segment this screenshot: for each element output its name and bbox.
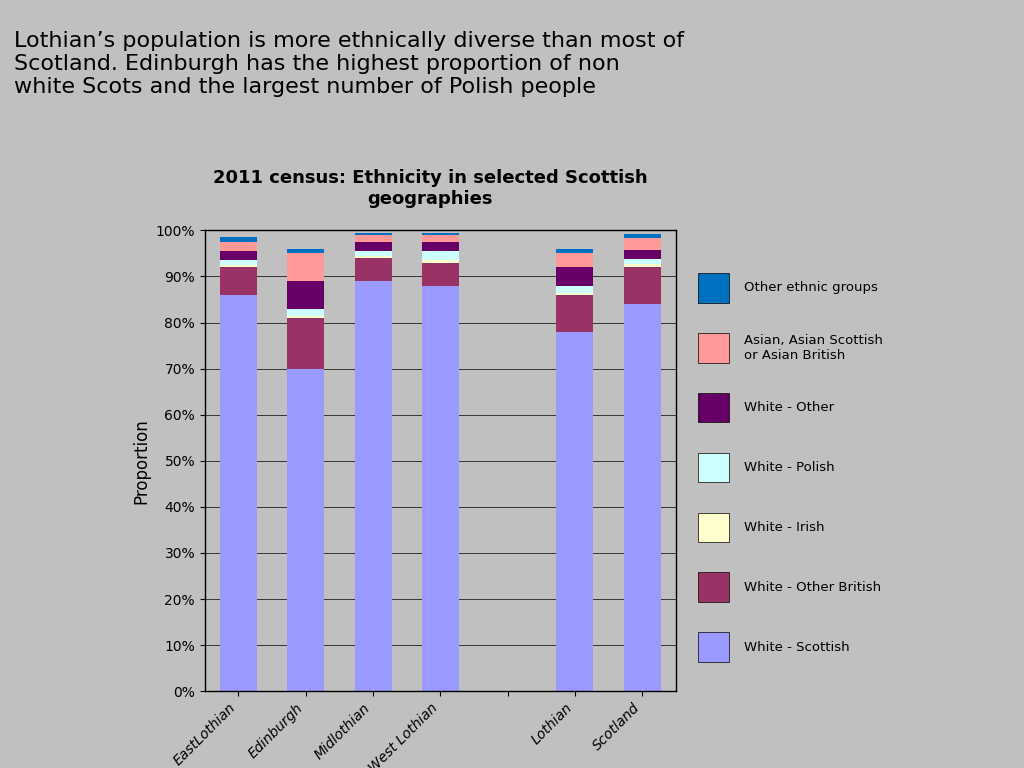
- Bar: [354, 235, 391, 242]
- Bar: [422, 235, 459, 242]
- Bar: [698, 453, 729, 482]
- Bar: [354, 256, 391, 258]
- Bar: [556, 293, 594, 295]
- Text: Asian, Asian Scottish
or Asian British: Asian, Asian Scottish or Asian British: [744, 334, 884, 362]
- Bar: [354, 242, 391, 251]
- Bar: [422, 286, 459, 691]
- Bar: [556, 295, 594, 332]
- Bar: [422, 263, 459, 286]
- Bar: [556, 286, 594, 293]
- Bar: [624, 259, 660, 263]
- Y-axis label: Proportion: Proportion: [132, 418, 151, 504]
- Text: Lothian’s population is more ethnically diverse than most of
Scotland. Edinburgh: Lothian’s population is more ethnically …: [13, 31, 684, 97]
- Bar: [287, 281, 325, 309]
- Bar: [556, 253, 594, 267]
- Bar: [422, 233, 459, 235]
- Text: White - Irish: White - Irish: [744, 521, 825, 534]
- Text: Other ethnic groups: Other ethnic groups: [744, 282, 879, 294]
- Bar: [698, 512, 729, 542]
- Text: White - Polish: White - Polish: [744, 461, 836, 474]
- Text: White - Other British: White - Other British: [744, 581, 882, 594]
- Bar: [220, 265, 257, 267]
- Bar: [422, 260, 459, 263]
- Bar: [287, 316, 325, 318]
- Bar: [354, 251, 391, 256]
- Bar: [624, 304, 660, 691]
- Text: 2011 census: Ethnicity in selected Scottish
geographies: 2011 census: Ethnicity in selected Scott…: [213, 169, 647, 207]
- Bar: [698, 333, 729, 362]
- Bar: [422, 251, 459, 260]
- Bar: [624, 233, 660, 238]
- Bar: [287, 318, 325, 369]
- Bar: [556, 249, 594, 253]
- Bar: [354, 233, 391, 235]
- Text: White - Other: White - Other: [744, 401, 835, 414]
- Bar: [422, 242, 459, 251]
- Bar: [220, 242, 257, 251]
- Bar: [287, 249, 325, 253]
- Bar: [287, 369, 325, 691]
- Bar: [354, 258, 391, 281]
- Bar: [556, 267, 594, 286]
- Bar: [624, 238, 660, 250]
- Bar: [698, 273, 729, 303]
- Bar: [287, 309, 325, 316]
- Bar: [354, 281, 391, 691]
- Bar: [220, 267, 257, 295]
- Bar: [698, 393, 729, 422]
- Bar: [287, 253, 325, 281]
- Bar: [556, 332, 594, 691]
- Bar: [624, 250, 660, 259]
- Bar: [220, 251, 257, 260]
- Bar: [698, 632, 729, 662]
- Bar: [624, 267, 660, 304]
- Text: White - Scottish: White - Scottish: [744, 641, 850, 654]
- Bar: [220, 237, 257, 242]
- Bar: [624, 263, 660, 267]
- Bar: [220, 260, 257, 265]
- Bar: [698, 572, 729, 602]
- Bar: [220, 295, 257, 691]
